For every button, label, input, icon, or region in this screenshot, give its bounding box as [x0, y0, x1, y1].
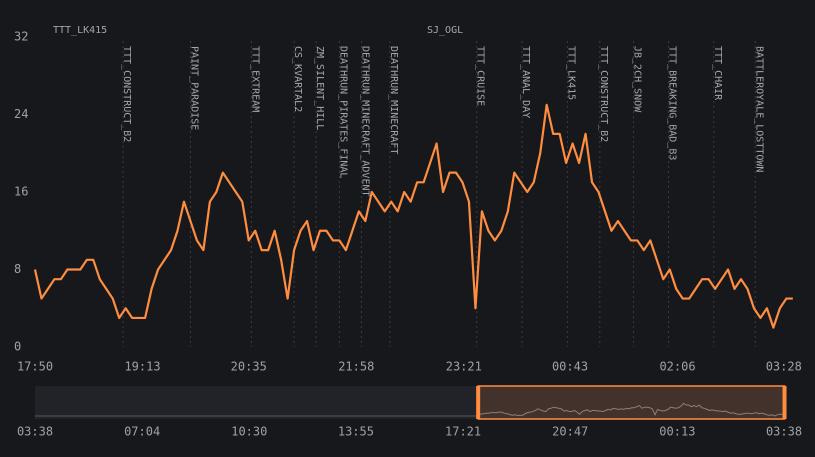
annotation-label: TTT_BREAKING_BAD_B3 — [666, 46, 677, 160]
x-tick-label: 23:21 — [446, 360, 482, 374]
y-tick-label: 24 — [14, 107, 28, 121]
annotation-label: DEATHRUN_PIRATES_FINAL — [337, 46, 348, 178]
annotation-label: TTT_CONSTRUCT_B2 — [121, 46, 132, 142]
panel-label: TTT_LK415 — [53, 25, 107, 36]
annotation-label: BATTLEROYALE_LOSTTOWN — [753, 46, 764, 172]
navigator-tick-label: 03:38 — [766, 425, 802, 439]
x-tick-label: 03:28 — [766, 360, 802, 374]
annotation-label: CS_KVARTAL2 — [292, 46, 303, 112]
annotation-label: PAINT_PARADISE — [188, 46, 199, 130]
navigator-tick-label: 20:47 — [552, 425, 588, 439]
annotation-label: TTT_LK415 — [565, 46, 576, 100]
annotation-label: TTT_CONSTRUCT_B2 — [598, 46, 609, 142]
annotation-label: DEATHRUN_MINECRAFT — [388, 46, 399, 154]
y-tick-label: 16 — [14, 185, 28, 199]
x-tick-label: 21:58 — [338, 360, 374, 374]
x-tick-label: 20:35 — [231, 360, 267, 374]
annotation-label: TTT_CHAIR — [712, 46, 723, 101]
navigator-handle[interactable] — [782, 386, 787, 419]
annotation-label: TTT_EXTREAM — [249, 46, 260, 112]
x-tick-label: 00:43 — [552, 360, 588, 374]
series-line — [33, 103, 793, 329]
y-tick-label: 8 — [14, 262, 21, 276]
annotation-label: DEATHRUN_MINECRAFT_ADVENT — [359, 46, 370, 197]
annotation-label: TTT_ANAL_DAY — [520, 46, 531, 118]
navigator-line — [477, 402, 783, 417]
panel-label: SJ_OGL — [427, 25, 463, 36]
annotation-label: ZM_SILENT_HILL — [314, 46, 325, 130]
x-tick-label: 19:13 — [124, 360, 160, 374]
navigator-background — [35, 386, 784, 419]
navigator-selection[interactable] — [477, 385, 786, 420]
navigator-tick-label: 07:04 — [124, 425, 160, 439]
y-tick-label: 0 — [14, 340, 21, 354]
navigator-tick-label: 00:13 — [659, 425, 695, 439]
annotation-label: TTT_CRUISE — [475, 46, 486, 106]
navigator-tick-label: 10:30 — [231, 425, 267, 439]
annotation-label: JB_2CH_SNOW — [631, 46, 642, 113]
x-tick-label: 17:50 — [17, 360, 53, 374]
x-tick-label: 02:06 — [659, 360, 695, 374]
navigator-handle[interactable] — [476, 386, 481, 419]
navigator-tick-label: 03:38 — [17, 425, 53, 439]
y-tick-label: 32 — [14, 30, 28, 44]
navigator-tick-label: 17:21 — [445, 425, 481, 439]
navigator-tick-label: 13:55 — [338, 425, 374, 439]
